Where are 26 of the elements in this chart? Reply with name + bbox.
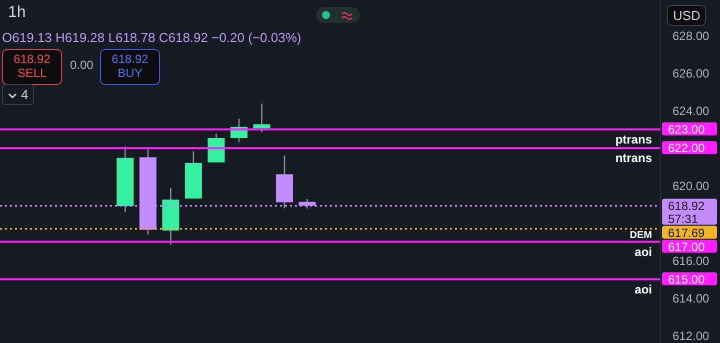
y-tick-label: 612.00 [672, 329, 710, 343]
ref-line-label: DEM [630, 230, 652, 241]
text: 617.69 [668, 226, 706, 240]
ref-line-label: ptrans [615, 132, 652, 146]
text: 618.92 [668, 198, 706, 213]
text: O619.13 H619.28 L618.78 C618.92 −0.20 (−0.03%) [2, 30, 302, 45]
chart-title: 1h [8, 4, 26, 22]
y-tick-label: 620.00 [672, 179, 710, 194]
currency-dropdown: USD [667, 5, 706, 26]
ref-line-label: aoi [634, 244, 652, 259]
y-tick-label: 624.00 [672, 104, 710, 118]
collapse-button: 4 [2, 84, 34, 105]
y-tick-label: 616.00 [672, 254, 710, 268]
text: 622.00 [668, 141, 706, 156]
text: 617.00 [668, 240, 706, 254]
ref-line-label: ntrans [615, 151, 652, 166]
text: 623.00 [668, 122, 706, 136]
y-tick-label: 614.00 [672, 292, 710, 306]
y-tick-label: 626.00 [672, 66, 710, 81]
text: 57:31 [668, 212, 698, 226]
ref-line-label: aoi [634, 282, 652, 296]
text: 615.00 [668, 272, 706, 286]
buy-button: 618.92 BUY [100, 49, 160, 85]
annotation: 0.00 [70, 58, 94, 72]
sell-button: 618.92 SELL [2, 49, 62, 85]
y-tick-label: 628.00 [672, 29, 710, 44]
